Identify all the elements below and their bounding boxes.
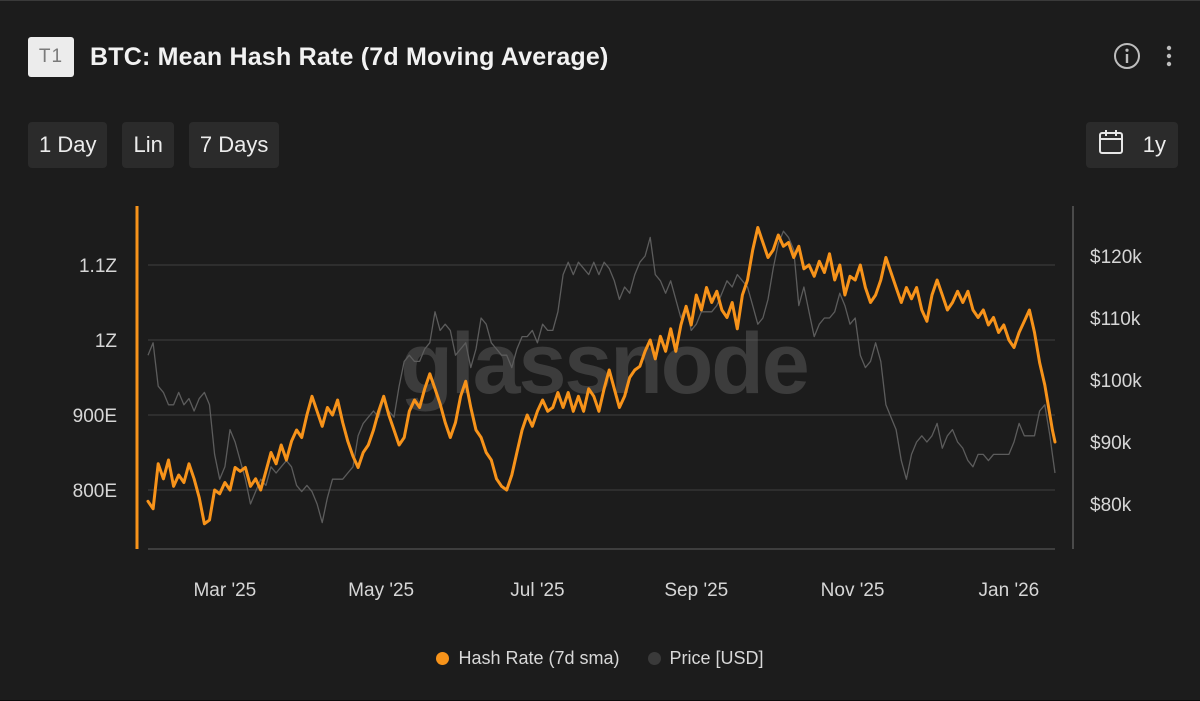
calendar-icon (1098, 129, 1124, 161)
y-right-tick-label: $100k (1090, 371, 1142, 392)
y-left-tick-label: 900E (73, 406, 117, 427)
scale-button[interactable]: Lin (122, 122, 174, 168)
date-range-button[interactable]: 1y (1086, 122, 1178, 168)
chart-legend: Hash Rate (7d sma) Price [USD] (0, 648, 1200, 669)
x-tick-label: Jul '25 (510, 580, 564, 601)
sma-button[interactable]: 7 Days (188, 122, 280, 168)
legend-swatch-hash-rate (436, 652, 450, 665)
legend-item-hash-rate[interactable]: Hash Rate (7d sma) (436, 648, 620, 669)
hash-rate-series-line (146, 226, 1057, 526)
x-tick-label: Sep '25 (664, 580, 728, 601)
x-tick-label: Jan '26 (979, 580, 1040, 601)
date-range-label: 1y (1142, 132, 1166, 157)
chart-toolbar: 1 Day Lin 7 Days (28, 122, 280, 168)
x-tick-label: Nov '25 (821, 580, 885, 601)
chart-title: BTC: Mean Hash Rate (7d Moving Average) (90, 42, 609, 71)
y-left-tick-label: 800E (73, 481, 117, 502)
y-left-tick-label: 1Z (95, 331, 118, 352)
legend-label-hash-rate: Hash Rate (7d sma) (458, 648, 620, 668)
y-left-tick-label: 1.1Z (79, 256, 117, 277)
tier-badge: T1 (28, 37, 74, 77)
y-right-tick-label: $110k (1090, 309, 1141, 330)
legend-item-price[interactable]: Price [USD] (647, 648, 764, 669)
more-vertical-icon[interactable] (1164, 43, 1174, 69)
x-tick-label: Mar '25 (193, 580, 256, 601)
resolution-button[interactable]: 1 Day (28, 122, 108, 168)
price-series-line (147, 230, 1056, 524)
x-tick-label: May '25 (348, 580, 414, 601)
chart-header: T1 BTC: Mean Hash Rate (7d Moving Averag… (28, 37, 609, 77)
header-actions (1112, 41, 1174, 71)
info-icon[interactable] (1112, 41, 1142, 71)
legend-swatch-price (647, 652, 661, 665)
y-right-tick-label: $90k (1090, 433, 1132, 454)
y-right-tick-label: $120k (1090, 247, 1142, 268)
y-right-tick-label: $80k (1090, 495, 1132, 516)
legend-label-price: Price [USD] (669, 648, 764, 668)
